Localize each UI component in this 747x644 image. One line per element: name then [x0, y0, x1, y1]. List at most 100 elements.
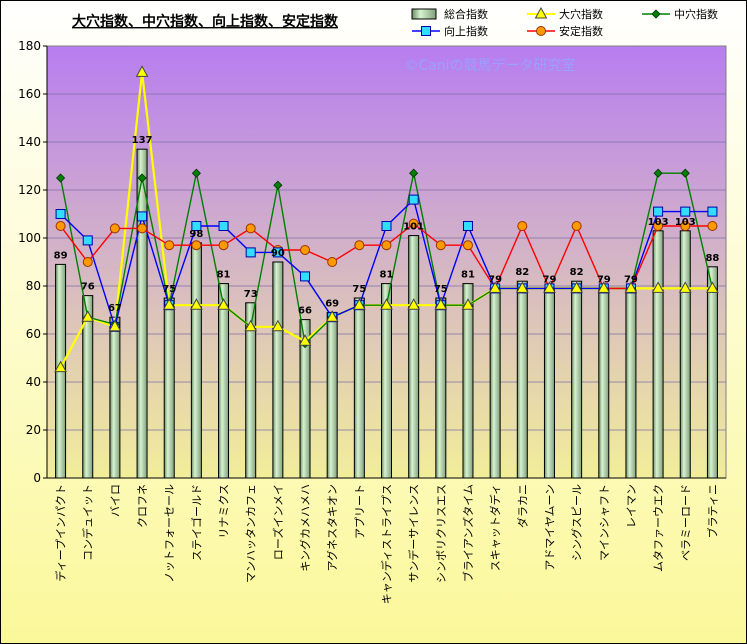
point-triangle [162, 298, 176, 310]
point-circle [109, 223, 120, 234]
point-circle [55, 221, 66, 231]
watermark: ©Caniの競馬データ研究室 [404, 57, 575, 74]
data-label: 103 [648, 217, 669, 228]
point-diamond [56, 173, 66, 183]
bar-sougou [82, 295, 94, 479]
data-label: 79 [542, 274, 556, 285]
point-diamond [191, 168, 201, 178]
point-triangle [651, 281, 665, 293]
point-triangle [678, 281, 692, 293]
point-circle [354, 240, 365, 251]
point-circle [381, 240, 392, 251]
point-triangle [298, 334, 312, 346]
bar-sougou [435, 297, 447, 479]
bar-sougou [598, 287, 610, 479]
bar-sougou [489, 287, 501, 479]
point-circle [191, 240, 202, 251]
point-triangle [190, 298, 203, 310]
point-circle [164, 240, 175, 251]
data-label: 82 [570, 267, 584, 278]
legend-marker [421, 26, 431, 36]
data-label: 90 [271, 248, 285, 259]
legend-label: 総合指数 [444, 7, 488, 21]
point-triangle [706, 281, 719, 293]
data-label: 137 [132, 135, 153, 146]
legend-label: 安定指数 [559, 24, 603, 38]
point-triangle [407, 298, 421, 310]
point-circle [137, 223, 148, 234]
x-tick-label: クロフネ [136, 484, 149, 528]
point-square [191, 221, 202, 231]
y-tick-label: 20 [26, 423, 41, 437]
x-tick-label: アプリート [353, 484, 366, 539]
point-triangle [597, 281, 611, 293]
bar-sougou [245, 302, 257, 479]
legend-label: 向上指数 [444, 24, 488, 38]
point-diamond [409, 168, 419, 178]
point-circle [408, 218, 419, 229]
point-circle [653, 221, 664, 231]
point-circle [707, 221, 718, 231]
x-tick-label: アグネスタキオン [325, 484, 339, 571]
y-tick-label: 40 [26, 375, 41, 389]
bar-sougou [516, 280, 528, 479]
point-triangle [352, 298, 366, 310]
bar-sougou [706, 266, 718, 479]
point-triangle [244, 319, 258, 332]
x-tick-label: シングスピール [570, 484, 584, 561]
point-diamond [137, 173, 147, 183]
data-label: 81 [380, 270, 394, 281]
point-triangle [325, 310, 339, 322]
point-circle [82, 257, 93, 267]
data-label: 75 [352, 284, 366, 295]
bar-sougou [326, 311, 338, 479]
point-square [653, 206, 664, 217]
point-diamond [680, 168, 690, 178]
x-tick-label: キャンディストライプス [380, 484, 394, 604]
x-tick-label: リナミクス [218, 484, 231, 539]
bar-sougou [652, 230, 664, 479]
bar-sougou [299, 319, 311, 479]
point-circle [327, 257, 338, 267]
point-square [462, 221, 473, 231]
x-tick-label: ブライアンズタイム [461, 484, 475, 582]
point-triangle [217, 298, 230, 310]
point-square [408, 194, 419, 205]
y-tick-label: 180 [18, 39, 41, 53]
bar-sougou [543, 287, 555, 479]
x-tick-label: レイマン [625, 484, 638, 528]
point-triangle [81, 310, 95, 322]
x-tick-label: サンデーサイレンス [407, 484, 421, 583]
y-tick-label: 120 [18, 183, 41, 197]
data-label: 79 [624, 274, 638, 285]
data-label: 89 [54, 250, 68, 261]
point-circle [680, 221, 691, 231]
point-triangle [624, 281, 638, 293]
point-triangle [434, 298, 448, 310]
x-tick-label: ダラカニ [515, 484, 529, 528]
x-tick-label: バイロ [109, 484, 122, 517]
bar-sougou [272, 261, 284, 479]
legend-swatch [411, 8, 437, 20]
bar-sougou [462, 283, 474, 479]
x-tick-label: マンハッタンカフェ [245, 484, 258, 583]
data-label: 79 [597, 274, 611, 285]
point-triangle [488, 281, 502, 293]
point-square [245, 247, 256, 258]
point-circle [300, 245, 311, 255]
data-label: 81 [461, 270, 475, 281]
legend-marker [534, 6, 548, 19]
point-square [55, 209, 66, 219]
data-label: 76 [81, 282, 95, 293]
y-tick-label: 100 [18, 231, 41, 245]
point-square [680, 206, 691, 217]
chart-title: 大穴指数、中穴指数、向上指数、安定指数 [72, 13, 339, 30]
point-square [218, 221, 229, 231]
point-square [137, 211, 148, 222]
point-square [381, 221, 392, 231]
point-triangle [135, 65, 149, 77]
legend-marker [536, 26, 546, 36]
y-tick-label: 80 [26, 279, 41, 293]
